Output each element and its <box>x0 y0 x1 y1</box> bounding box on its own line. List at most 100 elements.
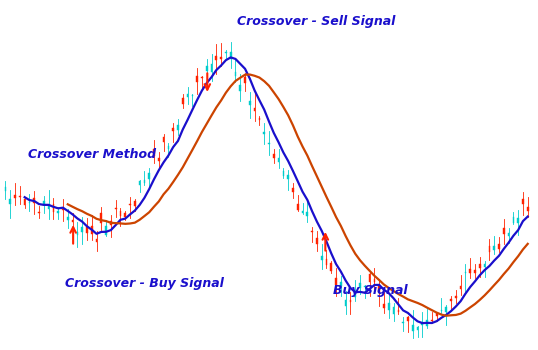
Bar <box>249 101 251 105</box>
Bar <box>450 299 452 301</box>
Bar <box>14 195 16 198</box>
Bar <box>503 228 505 234</box>
Bar <box>235 72 236 76</box>
Bar <box>527 207 528 211</box>
Bar <box>431 320 433 321</box>
Bar <box>192 95 193 96</box>
Bar <box>273 154 274 158</box>
Bar <box>105 226 107 235</box>
Bar <box>5 188 6 191</box>
Bar <box>479 264 480 268</box>
Bar <box>119 211 121 216</box>
Bar <box>417 327 419 330</box>
Text: Crossover - Sell Signal: Crossover - Sell Signal <box>237 15 395 28</box>
Bar <box>230 52 231 59</box>
Bar <box>76 232 78 235</box>
Bar <box>373 279 375 282</box>
Bar <box>383 304 385 308</box>
Bar <box>96 239 97 242</box>
Bar <box>48 204 49 209</box>
Bar <box>307 212 308 216</box>
Text: Crossover Method: Crossover Method <box>27 148 155 161</box>
Bar <box>187 94 188 97</box>
Bar <box>513 217 514 223</box>
Bar <box>206 66 208 71</box>
Text: Crossover - Buy Signal: Crossover - Buy Signal <box>65 276 224 289</box>
Bar <box>359 284 361 288</box>
Bar <box>302 211 303 213</box>
Bar <box>91 226 93 235</box>
Bar <box>388 303 390 310</box>
Bar <box>460 286 462 289</box>
Bar <box>398 310 399 312</box>
Bar <box>58 211 59 213</box>
Bar <box>441 309 442 311</box>
Bar <box>81 227 83 232</box>
Bar <box>33 198 35 203</box>
Bar <box>436 313 437 316</box>
Bar <box>316 238 318 244</box>
Bar <box>43 201 45 205</box>
Bar <box>282 171 284 176</box>
Bar <box>134 201 136 206</box>
Bar <box>86 228 88 233</box>
Bar <box>345 300 346 307</box>
Bar <box>484 264 485 267</box>
Bar <box>455 296 457 299</box>
Bar <box>254 108 256 111</box>
Bar <box>10 199 11 204</box>
Bar <box>67 217 69 220</box>
Bar <box>124 212 126 217</box>
Bar <box>144 180 145 183</box>
Bar <box>378 286 380 292</box>
Bar <box>321 256 323 260</box>
Bar <box>393 307 394 314</box>
Bar <box>268 143 270 144</box>
Bar <box>172 128 174 131</box>
Bar <box>158 158 160 161</box>
Bar <box>239 85 241 91</box>
Bar <box>225 51 226 53</box>
Bar <box>445 307 447 312</box>
Bar <box>426 320 428 326</box>
Bar <box>201 77 203 78</box>
Bar <box>369 274 371 282</box>
Bar <box>167 146 169 149</box>
Bar <box>292 188 294 192</box>
Bar <box>215 56 217 61</box>
Bar <box>330 263 332 271</box>
Bar <box>407 317 409 321</box>
Bar <box>62 209 64 210</box>
Bar <box>518 218 519 223</box>
Bar <box>469 269 471 273</box>
Bar <box>129 204 131 205</box>
Bar <box>287 175 289 179</box>
Bar <box>101 213 102 223</box>
Bar <box>412 325 414 331</box>
Bar <box>340 282 342 286</box>
Bar <box>177 125 179 130</box>
Bar <box>364 286 366 287</box>
Bar <box>278 159 279 162</box>
Bar <box>522 199 524 204</box>
Bar <box>139 181 140 185</box>
Bar <box>196 76 198 82</box>
Bar <box>148 173 150 179</box>
Bar <box>335 278 337 285</box>
Bar <box>259 118 260 120</box>
Bar <box>297 204 299 210</box>
Bar <box>182 98 183 104</box>
Bar <box>220 57 222 58</box>
Bar <box>474 270 476 273</box>
Bar <box>38 212 40 213</box>
Bar <box>498 244 500 249</box>
Bar <box>325 259 327 265</box>
Bar <box>264 132 265 134</box>
Bar <box>163 137 165 142</box>
Bar <box>110 221 112 225</box>
Bar <box>402 322 404 323</box>
Bar <box>244 77 246 83</box>
Bar <box>493 246 495 250</box>
Bar <box>24 199 25 204</box>
Bar <box>29 202 30 203</box>
